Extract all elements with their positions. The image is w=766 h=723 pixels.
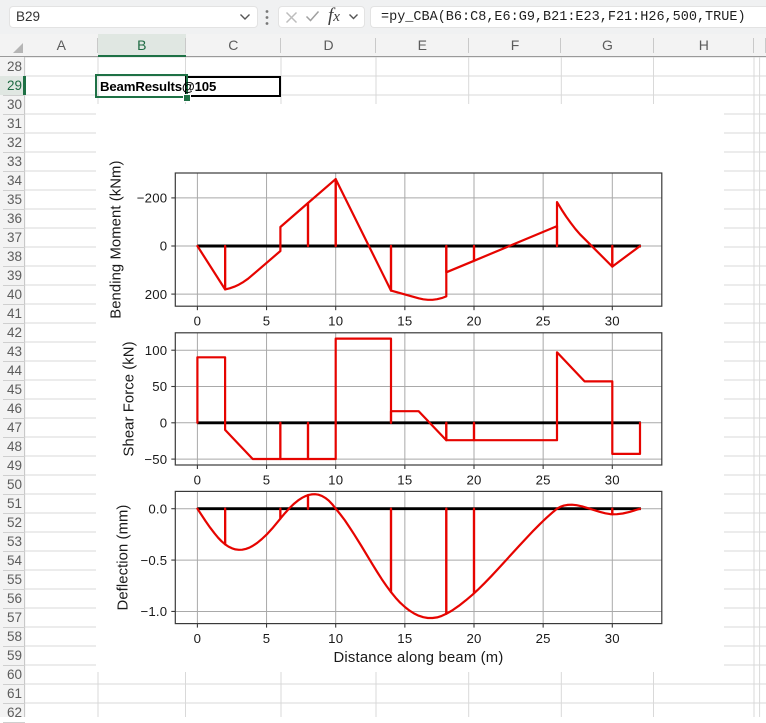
svg-text:25: 25 <box>536 472 551 487</box>
svg-text:Deflection (mm): Deflection (mm) <box>115 505 131 611</box>
svg-text:10: 10 <box>328 314 343 329</box>
svg-text:0: 0 <box>194 472 202 487</box>
svg-text:15: 15 <box>397 472 412 487</box>
svg-text:200: 200 <box>145 287 168 302</box>
svg-text:−0.5: −0.5 <box>140 553 167 568</box>
svg-text:−1.0: −1.0 <box>140 604 167 619</box>
svg-text:Shear Force (kN): Shear Force (kN) <box>122 341 138 456</box>
svg-text:30: 30 <box>605 631 620 646</box>
svg-text:25: 25 <box>536 314 551 329</box>
svg-text:−200: −200 <box>137 191 168 206</box>
svg-text:20: 20 <box>466 472 481 487</box>
svg-text:50: 50 <box>152 379 167 394</box>
svg-text:15: 15 <box>397 314 412 329</box>
svg-text:0: 0 <box>160 239 168 254</box>
svg-text:30: 30 <box>605 472 620 487</box>
svg-text:20: 20 <box>466 631 481 646</box>
svg-text:10: 10 <box>328 631 343 646</box>
svg-text:5: 5 <box>263 631 271 646</box>
svg-text:0: 0 <box>194 631 202 646</box>
svg-text:Bending Moment (kNm): Bending Moment (kNm) <box>109 160 125 318</box>
svg-text:25: 25 <box>536 631 551 646</box>
svg-text:20: 20 <box>466 314 481 329</box>
svg-text:5: 5 <box>263 314 271 329</box>
svg-text:−50: −50 <box>144 452 167 467</box>
svg-text:0: 0 <box>160 416 168 431</box>
svg-text:100: 100 <box>145 343 168 358</box>
svg-text:0.0: 0.0 <box>148 501 167 516</box>
svg-text:30: 30 <box>605 314 620 329</box>
svg-text:Distance along beam (m): Distance along beam (m) <box>334 650 504 666</box>
svg-text:15: 15 <box>397 631 412 646</box>
svg-text:0: 0 <box>194 314 202 329</box>
svg-text:10: 10 <box>328 472 343 487</box>
svg-text:5: 5 <box>263 472 271 487</box>
